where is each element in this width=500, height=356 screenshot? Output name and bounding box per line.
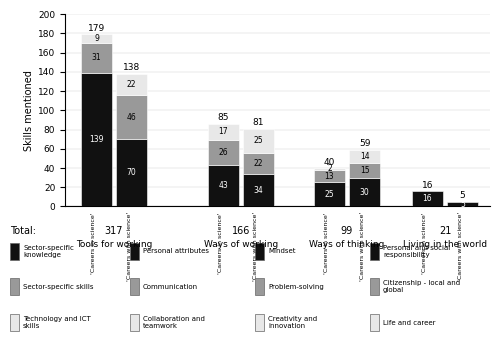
Text: Problem-solving: Problem-solving — [268, 284, 324, 290]
Text: 138: 138 — [123, 63, 140, 72]
Text: Technology and ICT
skills: Technology and ICT skills — [23, 316, 91, 329]
Bar — [412, 191, 443, 206]
Text: Sector-specific skills: Sector-specific skills — [23, 284, 94, 290]
Text: 26: 26 — [218, 148, 228, 157]
Text: 46: 46 — [126, 112, 136, 122]
Text: 13: 13 — [324, 172, 334, 181]
Text: Citizenship - local and
global: Citizenship - local and global — [383, 281, 460, 293]
Bar — [314, 168, 345, 170]
Bar — [81, 73, 112, 206]
Text: 9: 9 — [94, 34, 99, 43]
Text: Mindset: Mindset — [268, 248, 295, 254]
Text: Collaboration and
teamwork: Collaboration and teamwork — [143, 316, 205, 329]
Bar — [243, 153, 274, 174]
Bar — [349, 163, 380, 178]
Y-axis label: Skills mentioned: Skills mentioned — [24, 70, 34, 151]
Text: 15: 15 — [360, 166, 370, 175]
Text: 34: 34 — [254, 185, 263, 195]
Text: Life and career: Life and career — [383, 320, 436, 325]
Bar — [314, 170, 345, 183]
Text: 81: 81 — [252, 118, 264, 127]
Text: Personal and social
responsibility: Personal and social responsibility — [383, 245, 450, 258]
Text: 'Careers with science': 'Careers with science' — [360, 212, 364, 282]
Text: 'Careers in science': 'Careers in science' — [218, 212, 223, 274]
Bar — [116, 74, 147, 95]
Text: 43: 43 — [218, 181, 228, 190]
Bar — [116, 95, 147, 139]
Text: Tools for working: Tools for working — [76, 240, 152, 249]
Text: 166: 166 — [232, 226, 250, 236]
Text: 40: 40 — [324, 158, 335, 167]
Text: 'Careers in science': 'Careers in science' — [92, 212, 96, 274]
Text: 139: 139 — [89, 135, 104, 144]
Text: 179: 179 — [88, 24, 105, 33]
Bar — [81, 35, 112, 43]
Bar — [208, 140, 238, 165]
Text: 5: 5 — [460, 191, 466, 200]
Text: Living in the world: Living in the world — [403, 240, 487, 249]
Bar — [116, 139, 147, 206]
Text: 'Careers with science': 'Careers with science' — [458, 212, 462, 282]
Text: 317: 317 — [105, 226, 124, 236]
Text: Total:: Total: — [10, 226, 36, 236]
Text: 70: 70 — [126, 168, 136, 177]
Text: 'Careers with science': 'Careers with science' — [126, 212, 132, 282]
Bar — [243, 174, 274, 206]
Bar — [208, 124, 238, 140]
Bar — [81, 43, 112, 73]
Text: 16: 16 — [422, 180, 433, 190]
Text: 99: 99 — [341, 226, 353, 236]
Bar — [314, 183, 345, 206]
Text: 14: 14 — [360, 152, 370, 161]
Text: Communication: Communication — [143, 284, 198, 290]
Bar — [208, 165, 238, 206]
Text: 'Careers in science': 'Careers in science' — [324, 212, 330, 274]
Text: 31: 31 — [92, 53, 102, 62]
Text: 17: 17 — [218, 127, 228, 136]
Bar — [349, 150, 380, 163]
Text: 59: 59 — [359, 139, 370, 148]
Text: Sector-specific
knowledge: Sector-specific knowledge — [23, 245, 74, 258]
Text: 30: 30 — [360, 188, 370, 197]
Text: 25: 25 — [324, 190, 334, 199]
Bar — [349, 178, 380, 206]
Text: 2: 2 — [327, 164, 332, 173]
Text: Ways of working: Ways of working — [204, 240, 278, 249]
Text: 'Careers with science': 'Careers with science' — [254, 212, 258, 282]
Text: 22: 22 — [254, 159, 263, 168]
Text: 21: 21 — [439, 226, 451, 236]
Bar — [447, 201, 478, 206]
Text: 16: 16 — [422, 194, 432, 203]
Text: 25: 25 — [254, 136, 263, 145]
Text: 'Careers in science': 'Careers in science' — [422, 212, 428, 274]
Text: 5: 5 — [460, 200, 465, 209]
Text: Ways of thinking: Ways of thinking — [310, 240, 384, 249]
Text: Personal attributes: Personal attributes — [143, 248, 209, 254]
Text: 85: 85 — [218, 113, 229, 122]
Text: 22: 22 — [127, 80, 136, 89]
Bar — [243, 129, 274, 153]
Text: Creativity and
innovation: Creativity and innovation — [268, 316, 317, 329]
